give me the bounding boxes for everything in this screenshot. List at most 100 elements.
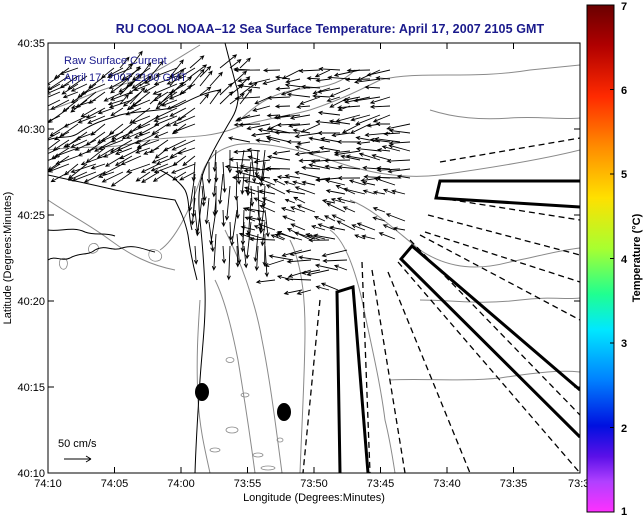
station-marker-2 xyxy=(277,403,291,421)
current-arrow xyxy=(229,70,248,87)
current-arrow xyxy=(324,179,346,186)
current-arrow xyxy=(315,78,331,83)
current-arrow xyxy=(372,216,386,222)
radial-wedges xyxy=(335,179,580,473)
current-arrow xyxy=(294,170,321,179)
wedge-east xyxy=(434,179,580,209)
current-arrow xyxy=(286,228,312,241)
current-arrow xyxy=(172,115,196,126)
current-arrow xyxy=(161,99,178,107)
x-tick-label: 74:10 xyxy=(34,478,62,490)
current-arrow xyxy=(133,83,151,92)
current-arrow xyxy=(286,92,311,98)
colorbar-tick-label: 5 xyxy=(621,169,627,181)
current-arrow xyxy=(355,146,381,152)
current-arrow xyxy=(293,196,306,204)
wedge-southeast xyxy=(398,243,580,439)
current-arrow xyxy=(266,166,291,171)
current-arrow xyxy=(110,107,124,117)
current-arrow xyxy=(321,199,336,204)
current-arrow xyxy=(264,209,270,238)
current-arrow xyxy=(372,190,386,195)
current-arrow xyxy=(312,94,331,99)
current-arrow xyxy=(247,155,261,161)
current-arrow xyxy=(259,197,266,235)
current-arrow xyxy=(296,204,316,213)
current-arrow xyxy=(231,175,251,180)
current-arrow xyxy=(63,115,88,128)
current-arrow xyxy=(234,173,239,201)
current-arrow xyxy=(323,215,336,222)
current-arrow xyxy=(255,279,276,284)
current-arrow xyxy=(97,107,115,115)
current-arrow xyxy=(276,231,303,241)
current-arrow xyxy=(369,96,391,105)
current-arrow xyxy=(131,115,151,124)
current-arrow xyxy=(248,236,276,242)
current-arrow xyxy=(320,282,339,291)
current-arrow xyxy=(392,226,406,231)
current-arrow xyxy=(119,81,134,96)
colorbar xyxy=(586,4,615,513)
current-arrow xyxy=(258,189,276,195)
current-arrow xyxy=(381,145,401,152)
current-arrow xyxy=(353,96,381,103)
current-arrow xyxy=(152,171,169,182)
current-arrow xyxy=(169,59,184,78)
current-arrow xyxy=(172,155,187,167)
current-arrow xyxy=(240,173,245,195)
current-arrow xyxy=(150,163,169,172)
colorbar-tick-label: 4 xyxy=(621,254,628,266)
current-arrow xyxy=(286,139,301,145)
current-arrow xyxy=(199,93,210,105)
colorbar-tick-label: 7 xyxy=(621,1,627,13)
current-arrow xyxy=(253,197,266,204)
current-arrow xyxy=(294,132,321,139)
current-arrow xyxy=(378,232,396,240)
wedge-south xyxy=(335,285,370,473)
current-arrow xyxy=(308,150,331,156)
colorbar-tick-label: 6 xyxy=(621,85,627,97)
current-arrow xyxy=(355,135,381,143)
colorbar-tick-label: 3 xyxy=(621,338,627,350)
current-arrow xyxy=(87,115,106,124)
current-arrow xyxy=(337,175,361,181)
current-arrow xyxy=(243,245,249,269)
current-arrow xyxy=(201,173,207,202)
current-arrow xyxy=(85,107,106,119)
current-arrow xyxy=(362,189,376,195)
current-arrow xyxy=(308,163,331,170)
current-arrow xyxy=(218,173,224,205)
current-arrow xyxy=(191,161,196,183)
x-tick-label: 73:45 xyxy=(367,478,395,490)
current-arrow xyxy=(329,87,351,98)
current-arrow xyxy=(315,285,330,291)
current-arrow xyxy=(70,83,88,92)
current-arrow xyxy=(151,155,169,164)
current-arrow xyxy=(372,207,386,213)
current-arrow xyxy=(284,198,296,204)
current-arrow xyxy=(122,91,142,107)
current-arrow xyxy=(331,214,346,222)
current-arrow xyxy=(349,123,371,134)
current-arrow xyxy=(296,289,312,295)
current-arrow xyxy=(280,207,296,213)
current-arrow xyxy=(312,87,331,95)
shoal-contours xyxy=(59,243,284,471)
current-arrow xyxy=(201,185,206,207)
current-arrow xyxy=(388,144,411,152)
current-arrow xyxy=(313,215,326,222)
current-arrow xyxy=(284,82,311,89)
current-arrow xyxy=(155,99,169,110)
current-arrow xyxy=(155,67,178,77)
current-arrow xyxy=(325,202,346,213)
current-arrow xyxy=(177,147,196,155)
current-arrow xyxy=(300,84,321,89)
current-arrow xyxy=(141,171,160,183)
current-arrow xyxy=(308,136,331,143)
current-arrow xyxy=(85,131,106,146)
colorbar-tick-label: 1 xyxy=(621,506,627,518)
current-arrow xyxy=(315,119,341,125)
current-arrow xyxy=(387,168,411,174)
current-arrow xyxy=(131,75,151,89)
